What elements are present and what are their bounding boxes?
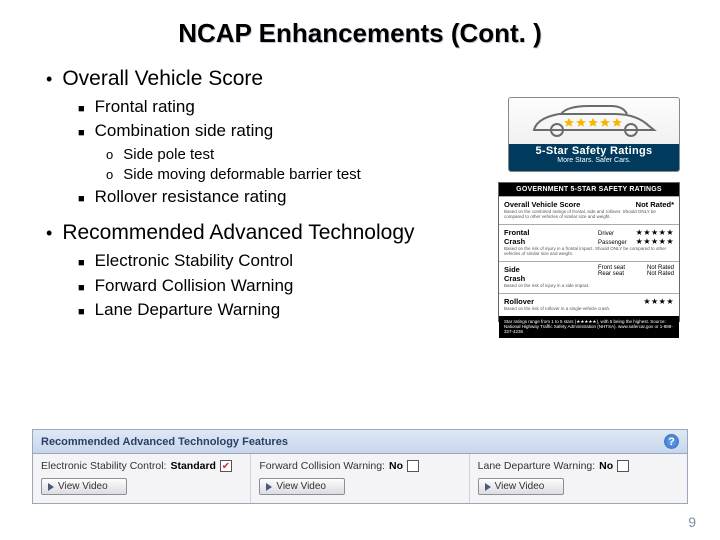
label-footer: Star ratings range from 1 to 5 stars (★★… xyxy=(499,316,679,338)
safety-label-card: GOVERNMENT 5-STAR SAFETY RATINGS Overall… xyxy=(498,182,680,322)
bullet-l2: Lane Departure Warning xyxy=(95,300,281,320)
page-number: 9 xyxy=(688,514,696,530)
bullet-circle: o xyxy=(106,147,113,162)
frontal-pass-label: Passenger xyxy=(598,240,627,246)
feature-label: Lane Departure Warning: xyxy=(478,460,596,472)
bullet-l2: Combination side rating xyxy=(95,121,274,141)
view-video-button[interactable]: View Video xyxy=(478,478,564,495)
feature-value: No xyxy=(389,460,403,472)
feature-cell: Lane Departure Warning: No View Video xyxy=(470,454,687,503)
bullet-l2: Electronic Stability Control xyxy=(95,251,293,271)
features-bar: Recommended Advanced Technology Features… xyxy=(32,429,688,504)
bullet-square: ■ xyxy=(78,126,85,141)
side-rear-value: Not Rated xyxy=(647,271,674,277)
view-video-button[interactable]: View Video xyxy=(41,478,127,495)
bullet-square: ■ xyxy=(78,192,85,207)
frontal-pass-stars: ★★★★★ xyxy=(636,237,674,246)
side-title: SideCrash xyxy=(504,265,525,283)
label-header: GOVERNMENT 5-STAR SAFETY RATINGS xyxy=(499,183,679,196)
bullet-l3: Side moving deformable barrier test xyxy=(123,166,361,183)
badge-line2: More Stars. Safer Cars. xyxy=(509,157,679,164)
bullet-l1: Overall Vehicle Score xyxy=(62,67,263,91)
overall-title: Overall Vehicle Score xyxy=(504,200,580,209)
bullet-square: ■ xyxy=(78,281,85,296)
bullet-circle: o xyxy=(106,167,113,182)
slide-title: NCAP Enhancements (Cont. ) xyxy=(40,18,680,49)
bullet-l3: Side pole test xyxy=(123,146,214,163)
play-icon xyxy=(48,483,54,491)
frontal-blurb: Based on the risk of injury in a frontal… xyxy=(504,247,674,257)
car-icon xyxy=(509,98,679,144)
rollover-stars: ★★★★ xyxy=(643,297,674,306)
frontal-driver-stars: ★★★★★ xyxy=(636,228,674,237)
button-label: View Video xyxy=(58,481,108,492)
feature-label: Electronic Stability Control: xyxy=(41,460,166,472)
bullet-square: ■ xyxy=(78,256,85,271)
checkbox-icon[interactable] xyxy=(407,460,419,472)
overall-blurb: Based on the combined ratings of frontal… xyxy=(504,210,674,220)
bullet-l2: Forward Collision Warning xyxy=(95,276,294,296)
bullet-l1: Recommended Advanced Technology xyxy=(62,221,414,245)
feature-value: No xyxy=(599,460,613,472)
content-area: • Overall Vehicle Score ■Frontal rating … xyxy=(40,67,680,320)
checkbox-icon[interactable]: ✔ xyxy=(220,460,232,472)
feature-label: Forward Collision Warning: xyxy=(259,460,385,472)
feature-cell: Forward Collision Warning: No View Video xyxy=(251,454,469,503)
help-icon[interactable]: ? xyxy=(664,434,679,449)
overall-value: Not Rated* xyxy=(636,200,674,209)
feature-value: Standard xyxy=(170,460,216,472)
view-video-button[interactable]: View Video xyxy=(259,478,345,495)
frontal-driver-label: Driver xyxy=(598,231,614,237)
bullet-square: ■ xyxy=(78,305,85,320)
rollover-title: Rollover xyxy=(504,297,534,306)
rollover-blurb: Based on the risk of rollover in a singl… xyxy=(504,307,674,312)
bullet-square: ■ xyxy=(78,102,85,117)
button-label: View Video xyxy=(495,481,545,492)
bullet-l2: Rollover resistance rating xyxy=(95,187,287,207)
feature-cell: Electronic Stability Control: Standard ✔… xyxy=(33,454,251,503)
button-label: View Video xyxy=(276,481,326,492)
side-rear-label: Rear seat xyxy=(598,271,624,277)
play-icon xyxy=(266,483,272,491)
side-blurb: Based on the risk of injury in a side im… xyxy=(504,284,674,289)
checkbox-icon[interactable] xyxy=(617,460,629,472)
play-icon xyxy=(485,483,491,491)
badge-line1: 5-Star Safety Ratings xyxy=(509,145,679,157)
frontal-title: FrontalCrash xyxy=(504,228,529,246)
bullet-dot: • xyxy=(46,224,52,242)
bullet-dot: • xyxy=(46,70,52,88)
bullet-l2: Frontal rating xyxy=(95,97,195,117)
features-bar-title: Recommended Advanced Technology Features xyxy=(41,436,288,448)
five-star-badge: 5-Star Safety Ratings More Stars. Safer … xyxy=(508,97,680,172)
